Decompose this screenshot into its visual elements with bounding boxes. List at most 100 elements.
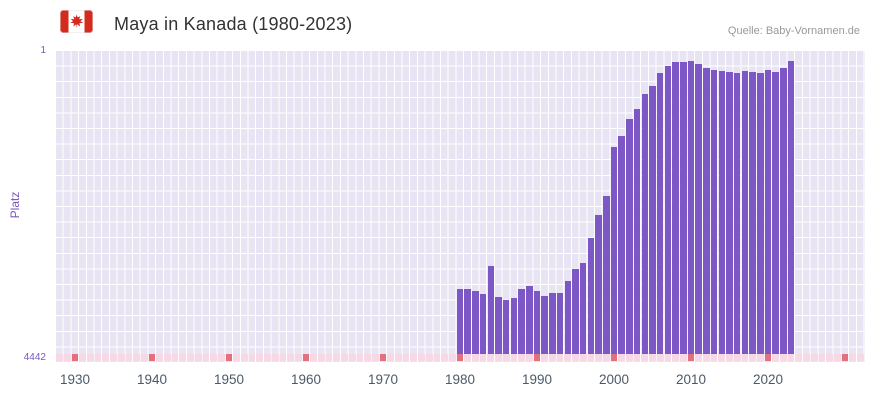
strip-year-cell: [795, 354, 803, 361]
strip-year-cell: [264, 354, 271, 361]
bar-2002[interactable]: [626, 119, 633, 354]
strip-year-cell: [695, 354, 703, 361]
strip-year-cell: [495, 354, 502, 361]
bar-2007[interactable]: [664, 66, 672, 354]
x-tick-2010: 2010: [675, 372, 707, 387]
canada-flag-icon: [60, 10, 93, 33]
bar-2000[interactable]: [610, 147, 618, 354]
strip-year-cell: [703, 354, 710, 361]
bar-2001[interactable]: [618, 136, 625, 354]
strip-year-cell: [564, 354, 572, 361]
bar-2003[interactable]: [633, 108, 641, 354]
y-axis-label: Platz: [8, 191, 22, 219]
bar-2020[interactable]: [764, 70, 772, 354]
bar-2013[interactable]: [710, 70, 718, 354]
bar-1981[interactable]: [464, 288, 471, 354]
strip-year-cell: [679, 354, 687, 361]
strip-year-cell: [518, 354, 525, 361]
bar-2004[interactable]: [641, 94, 649, 354]
bar-1983[interactable]: [479, 293, 487, 354]
strip-year-cell: [826, 354, 833, 361]
bar-1998[interactable]: [595, 214, 602, 354]
strip-year-cell: [194, 354, 202, 361]
strip-year-cell: [464, 354, 472, 361]
strip-year-cell: [402, 354, 410, 361]
strip-year-cell: [256, 354, 264, 361]
bar-1984[interactable]: [487, 265, 495, 354]
strip-year-cell: [780, 354, 787, 361]
bar-2005[interactable]: [649, 86, 656, 354]
strip-decade-marker: [379, 354, 387, 361]
bar-2014[interactable]: [718, 71, 726, 354]
bar-1997[interactable]: [587, 238, 595, 354]
bar-1991[interactable]: [541, 295, 548, 354]
bar-2015[interactable]: [726, 72, 733, 354]
strip-year-cell: [156, 354, 164, 361]
strip-year-cell: [641, 354, 649, 361]
bar-2011[interactable]: [695, 64, 702, 354]
strip-year-cell: [125, 354, 133, 361]
bar-2010[interactable]: [687, 61, 695, 354]
strip-year-cell: [579, 354, 587, 361]
strip-year-cell: [649, 354, 656, 361]
bar-2021[interactable]: [772, 71, 779, 354]
bar-1990[interactable]: [533, 290, 541, 354]
strip-year-cell: [749, 354, 756, 361]
x-tick-1960: 1960: [290, 372, 322, 387]
bar-2012[interactable]: [703, 68, 710, 354]
strip-year-cell: [602, 354, 610, 361]
strip-decade-marker: [71, 354, 79, 361]
strip-year-cell: [233, 354, 241, 361]
strip-year-cell: [741, 354, 749, 361]
strip-year-cell: [595, 354, 602, 361]
strip-year-cell: [333, 354, 341, 361]
x-tick-1990: 1990: [521, 372, 553, 387]
bar-1982[interactable]: [472, 290, 479, 354]
bar-2006[interactable]: [656, 73, 664, 354]
bar-1988[interactable]: [518, 288, 525, 354]
bar-1999[interactable]: [603, 195, 610, 354]
bar-1996[interactable]: [579, 262, 587, 354]
strip-year-cell: [364, 354, 371, 361]
strip-year-cell: [140, 354, 148, 361]
bar-1986[interactable]: [502, 300, 510, 354]
bar-1989[interactable]: [526, 286, 533, 354]
strip-year-cell: [710, 354, 718, 361]
strip-year-cell: [56, 354, 63, 361]
strip-year-cell: [102, 354, 110, 361]
bar-1992[interactable]: [549, 292, 556, 354]
strip-year-cell: [248, 354, 256, 361]
strip-year-cell: [857, 354, 864, 361]
bar-2019[interactable]: [757, 73, 764, 354]
strip-year-cell: [472, 354, 479, 361]
strip-year-cell: [810, 354, 818, 361]
bar-2017[interactable]: [741, 71, 749, 354]
source-credit-link[interactable]: Quelle: Baby-Vornamen.de: [727, 25, 860, 37]
x-tick-1930: 1930: [59, 372, 91, 387]
bar-1993[interactable]: [556, 292, 564, 354]
strip-year-cell: [433, 354, 441, 361]
bar-1987[interactable]: [510, 297, 518, 354]
strip-year-cell: [356, 354, 364, 361]
strip-year-cell: [672, 354, 679, 361]
bar-2009[interactable]: [680, 61, 687, 354]
bar-1980[interactable]: [456, 288, 464, 354]
bar-1985[interactable]: [495, 297, 502, 354]
strip-decade-marker: [687, 354, 695, 361]
bar-2016[interactable]: [733, 73, 741, 354]
bar-2018[interactable]: [749, 72, 756, 354]
strip-year-cell: [418, 354, 425, 361]
x-tick-2020: 2020: [752, 372, 784, 387]
bar-1995[interactable]: [572, 268, 579, 354]
strip-year-cell: [179, 354, 187, 361]
bar-2023[interactable]: [787, 61, 795, 354]
strip-year-cell: [94, 354, 102, 361]
bar-2008[interactable]: [672, 62, 679, 354]
strip-year-cell: [633, 354, 641, 361]
bar-1994[interactable]: [564, 281, 572, 354]
strip-year-cell: [541, 354, 549, 361]
strip-year-cell: [164, 354, 171, 361]
strip-year-cell: [833, 354, 841, 361]
x-tick-2000: 2000: [598, 372, 630, 387]
bar-2022[interactable]: [780, 68, 787, 354]
